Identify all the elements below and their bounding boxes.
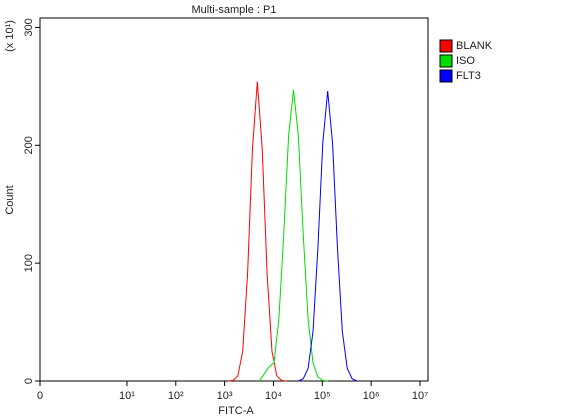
y-multiplier: (x 10¹) bbox=[4, 20, 16, 52]
legend-label: ISO bbox=[456, 55, 475, 67]
x-tick-label: 10⁴ bbox=[265, 390, 282, 402]
legend-label: FLT3 bbox=[456, 70, 481, 82]
chart-title: Multi-sample : P1 bbox=[192, 4, 277, 16]
x-tick-label: 10² bbox=[168, 390, 184, 402]
x-tick-label: 10⁶ bbox=[363, 390, 380, 402]
x-axis-label: FITC-A bbox=[218, 405, 254, 417]
legend-swatch bbox=[439, 54, 453, 68]
x-tick-label: 0 bbox=[37, 390, 43, 402]
y-tick-label: 0 bbox=[23, 378, 35, 384]
series-line bbox=[227, 81, 287, 382]
y-tick-label: 100 bbox=[23, 254, 35, 272]
x-tick-label: 10³ bbox=[217, 390, 233, 402]
x-tick-label: 10⁵ bbox=[314, 390, 331, 402]
legend-label: BLANK bbox=[456, 40, 493, 52]
plot-frame bbox=[39, 17, 429, 382]
y-tick-label: 200 bbox=[23, 136, 35, 154]
x-tick-label: 10¹ bbox=[119, 390, 135, 402]
y-tick-label: 300 bbox=[23, 18, 35, 36]
y-axis-label: Count bbox=[4, 185, 16, 214]
legend-swatch bbox=[439, 39, 453, 53]
legend-swatch bbox=[439, 69, 453, 83]
series-line bbox=[258, 89, 328, 382]
x-tick-label: 10⁷ bbox=[412, 390, 428, 402]
series-line bbox=[298, 91, 358, 382]
